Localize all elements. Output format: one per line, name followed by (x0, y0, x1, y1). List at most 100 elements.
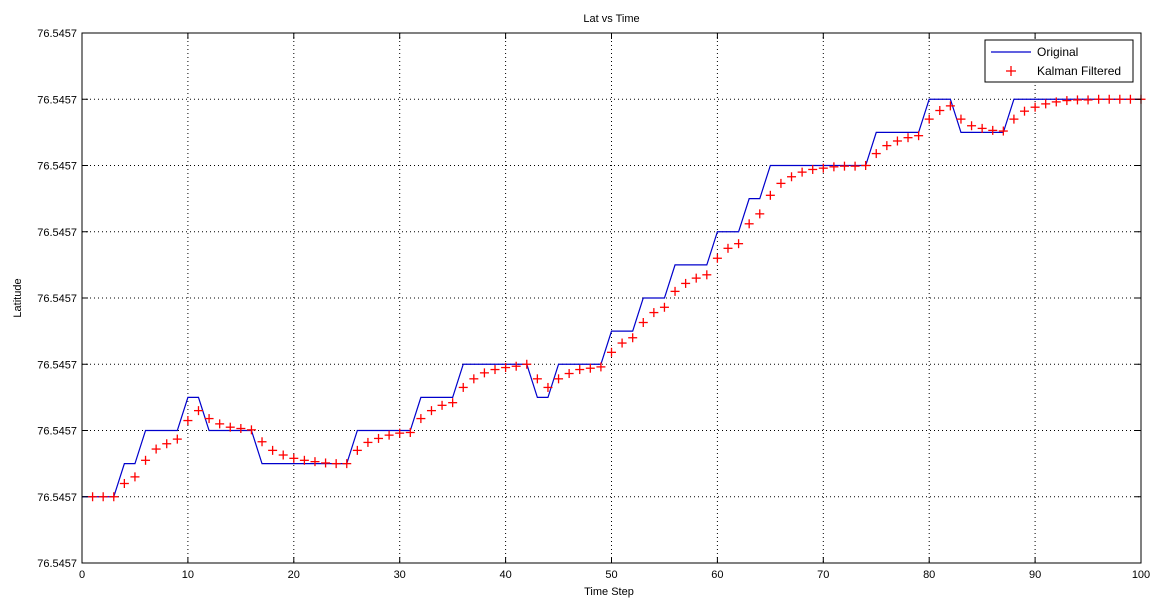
x-tick-label: 20 (288, 569, 300, 581)
kalman-point (691, 273, 701, 283)
kalman-point (172, 434, 182, 444)
legend-original-label: Original (1037, 45, 1078, 59)
kalman-point (352, 445, 362, 455)
kalman-point (744, 219, 754, 229)
kalman-point (755, 209, 765, 219)
kalman-point (1072, 95, 1082, 105)
y-tick-label: 76.5457 (37, 293, 77, 305)
kalman-point (977, 123, 987, 133)
y-tick-label: 76.5457 (37, 227, 77, 239)
kalman-point (935, 106, 945, 116)
series-line-original (82, 98, 1141, 498)
kalman-point (310, 457, 320, 467)
y-tick-label: 76.5457 (37, 426, 77, 438)
kalman-point (998, 126, 1008, 136)
kalman-point (861, 161, 871, 170)
kalman-point (119, 479, 129, 488)
kalman-point (1030, 102, 1040, 112)
kalman-point (522, 359, 532, 369)
kalman-point (892, 136, 902, 146)
kalman-point (141, 455, 151, 465)
grid-lines (82, 33, 1141, 563)
kalman-point (882, 141, 892, 151)
kalman-point (363, 437, 373, 447)
kalman-point (331, 459, 341, 469)
kalman-point (246, 425, 256, 435)
y-tick-label: 76.5457 (37, 359, 77, 371)
tick-marks: 0 10 20 30 40 50 60 70 80 90 100 76.5457 76.5457 76.5… (37, 28, 1150, 581)
kalman-point (670, 286, 680, 296)
y-tick-label: 76.5457 (37, 558, 77, 570)
y-tick-label: 76.5457 (37, 492, 77, 504)
kalman-point (967, 121, 977, 131)
y-tick-label: 76.5457 (37, 28, 77, 40)
chart-title: Lat vs Time (583, 13, 639, 25)
kalman-point (839, 161, 849, 171)
kalman-point (1115, 94, 1125, 104)
x-tick-label: 40 (499, 569, 511, 581)
kalman-point (342, 459, 352, 469)
y-axis-title: Latitude (12, 278, 24, 317)
legend[interactable]: Original Kalman Filtered (984, 39, 1134, 83)
kalman-point (914, 131, 924, 141)
kalman-point (374, 433, 384, 443)
x-tick-label: 60 (711, 569, 723, 581)
kalman-point (204, 414, 214, 424)
kalman-point (871, 149, 881, 159)
kalman-point (458, 382, 468, 392)
kalman-point (109, 492, 119, 502)
legend-kalman-swatch (1006, 66, 1016, 76)
x-tick-label: 90 (1029, 569, 1041, 581)
kalman-point (98, 492, 108, 502)
kalman-point (1125, 94, 1135, 104)
kalman-point (416, 414, 426, 424)
kalman-point (469, 374, 479, 384)
kalman-point (268, 445, 278, 455)
kalman-point (193, 406, 203, 416)
legend-kalman-label: Kalman Filtered (1037, 64, 1121, 78)
kalman-point (776, 178, 786, 188)
x-tick-label: 50 (605, 569, 617, 581)
kalman-point (988, 125, 998, 135)
kalman-point (1020, 106, 1030, 116)
kalman-point (1009, 114, 1019, 124)
kalman-point (321, 458, 331, 468)
kalman-point (289, 453, 299, 463)
x-tick-label: 10 (182, 569, 194, 581)
series-layer (82, 94, 1146, 502)
x-tick-label: 30 (394, 569, 406, 581)
kalman-point (543, 382, 553, 392)
kalman-point (765, 190, 775, 200)
kalman-point (448, 398, 458, 408)
kalman-point (215, 419, 225, 429)
kalman-point (501, 363, 511, 373)
kalman-point (945, 101, 955, 111)
kalman-point (1041, 99, 1051, 109)
kalman-point (426, 406, 436, 416)
x-axis-title: Time Step (584, 586, 634, 598)
kalman-point (712, 253, 722, 263)
x-tick-label: 70 (817, 569, 829, 581)
series-kalman-markers (88, 94, 1146, 502)
kalman-point (734, 239, 744, 249)
kalman-point (956, 114, 966, 124)
kalman-point (183, 416, 193, 426)
kalman-point (797, 167, 807, 177)
kalman-point (596, 362, 606, 372)
x-tick-label: 80 (923, 569, 935, 581)
x-tick-label: 100 (1132, 569, 1150, 581)
kalman-point (903, 133, 913, 143)
kalman-point (130, 472, 140, 482)
kalman-point (702, 270, 712, 280)
y-tick-label: 76.5457 (37, 94, 77, 106)
kalman-point (850, 161, 860, 171)
kalman-point (787, 172, 797, 182)
kalman-point (649, 308, 659, 318)
kalman-point (162, 439, 172, 449)
kalman-point (829, 162, 839, 172)
kalman-point (1094, 94, 1104, 104)
kalman-point (564, 369, 574, 379)
kalman-point (490, 365, 500, 375)
